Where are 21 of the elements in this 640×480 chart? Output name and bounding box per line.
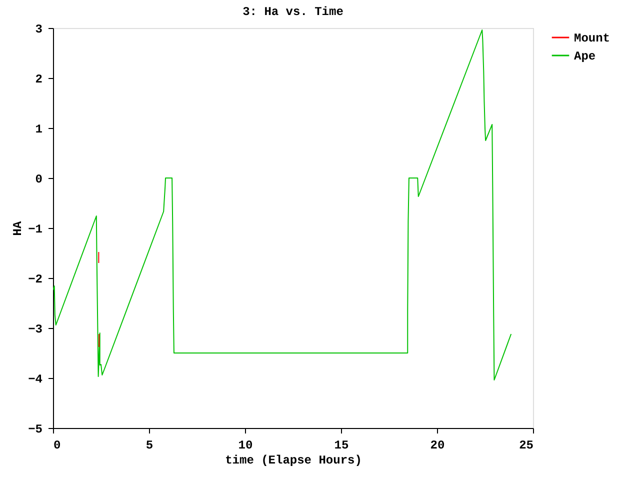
y-tick-label: 2 bbox=[35, 72, 42, 86]
x-tick-label: 5 bbox=[146, 438, 154, 452]
x-tick-label: 0 bbox=[54, 438, 61, 452]
y-axis-title: HA bbox=[11, 220, 26, 236]
y-tick-label: −1 bbox=[28, 222, 42, 236]
y-tick-label: −2 bbox=[28, 272, 42, 286]
chart-title: 3: Ha vs. Time bbox=[242, 5, 344, 19]
y-tick-label: 0 bbox=[35, 172, 42, 186]
x-tick-label: 25 bbox=[519, 438, 534, 452]
x-tick-label: 20 bbox=[430, 438, 445, 452]
line-series bbox=[53, 30, 512, 380]
x-tick-label: 10 bbox=[238, 438, 253, 452]
y-tick-label: 3 bbox=[35, 22, 42, 36]
y-tick-label: −4 bbox=[28, 372, 42, 386]
y-tick-label: 1 bbox=[35, 122, 42, 136]
legend-label: Ape bbox=[574, 50, 596, 64]
x-tick-label: 15 bbox=[334, 438, 349, 452]
y-tick-label: −5 bbox=[28, 422, 42, 436]
y-tick-label: −3 bbox=[28, 322, 42, 336]
legend-label: Mount bbox=[574, 32, 610, 46]
x-axis-title: time (Elapse Hours) bbox=[225, 454, 362, 468]
